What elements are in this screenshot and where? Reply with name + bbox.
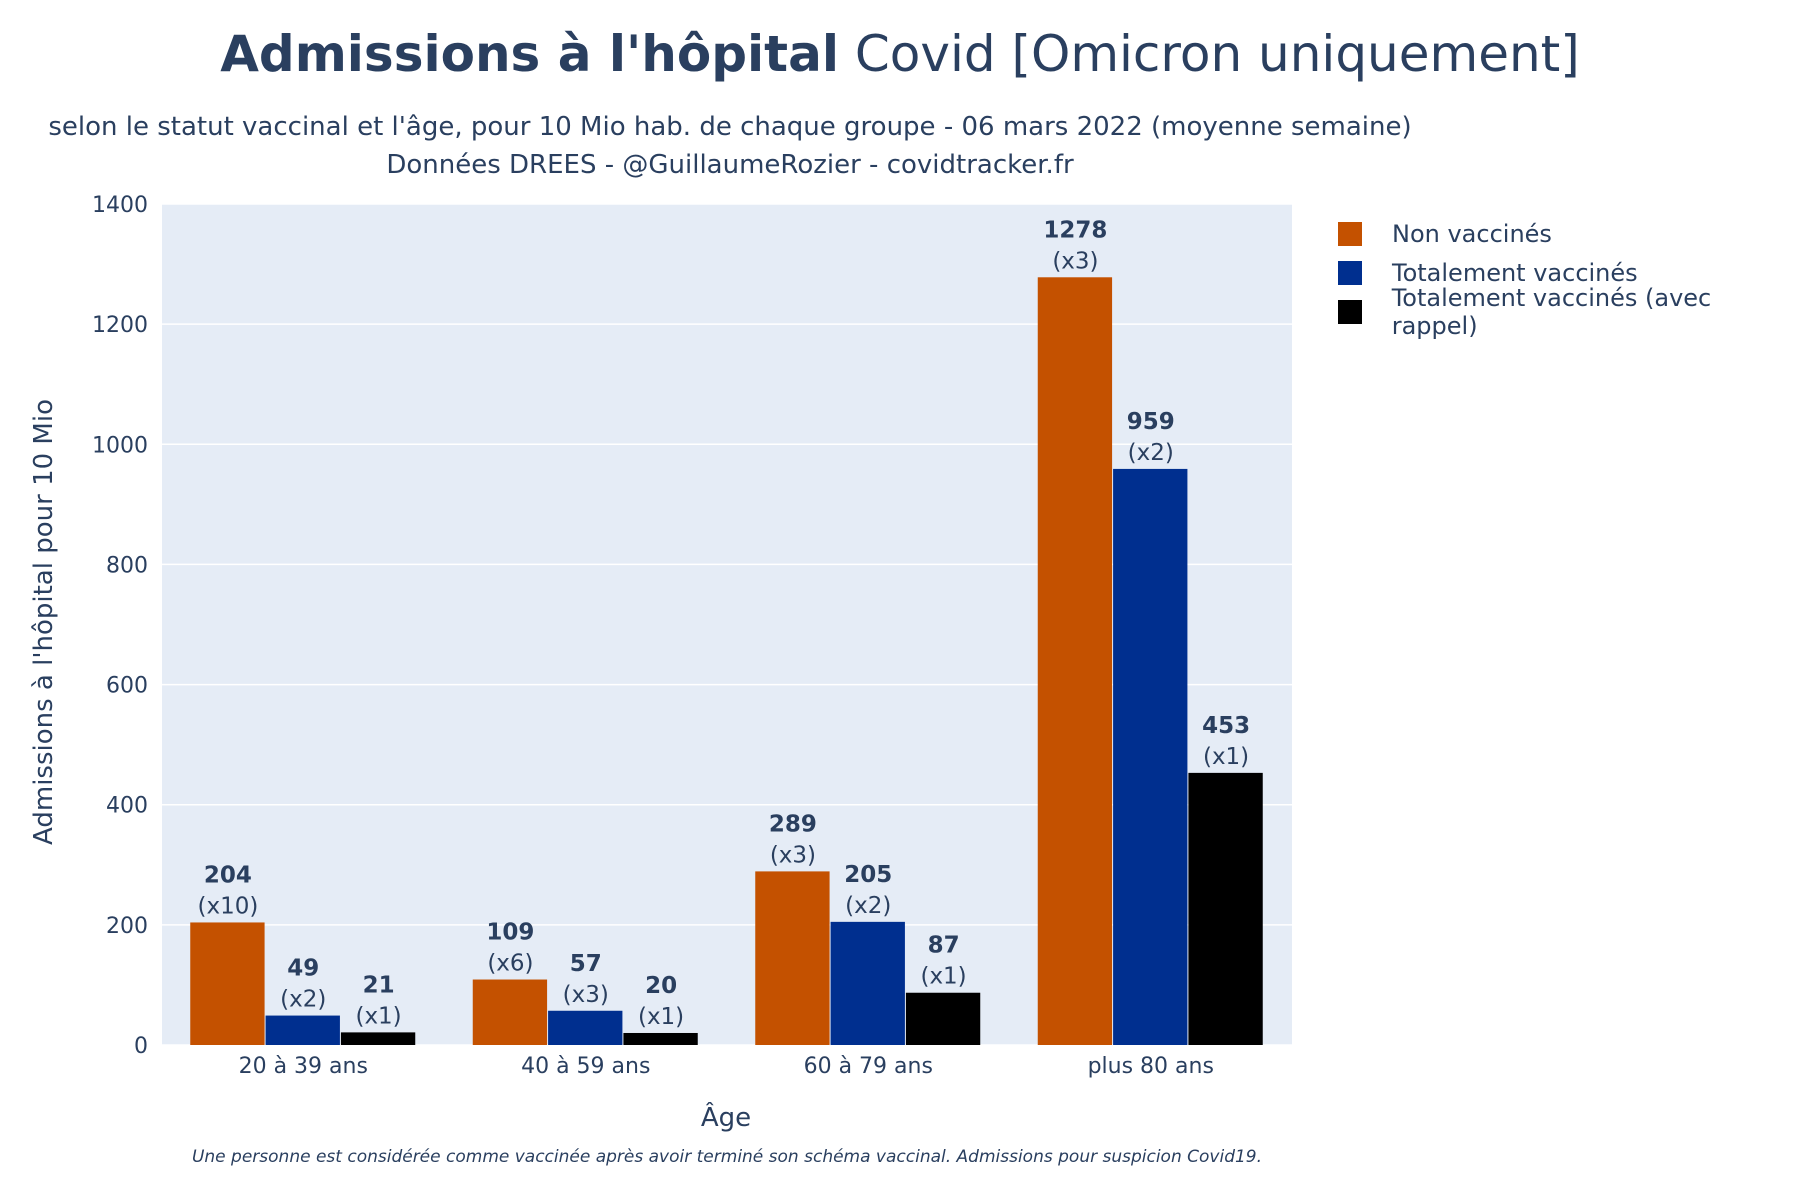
bar-value-label: 49 bbox=[287, 956, 319, 982]
bar-ratio-label: (x10) bbox=[198, 893, 259, 919]
legend-label: Totalement vaccinés bbox=[1392, 258, 1638, 287]
bar bbox=[265, 1015, 340, 1045]
bar bbox=[340, 1032, 416, 1045]
bar-ratio-label: (x1) bbox=[1203, 744, 1249, 770]
bar-value-label: 289 bbox=[769, 811, 817, 837]
y-axis-label: Admissions à l'hôpital pour 10 Mio bbox=[29, 399, 59, 845]
bar-ratio-label: (x6) bbox=[487, 951, 533, 977]
chart-title-bold: Admissions à l'hôpital bbox=[220, 25, 839, 83]
subtitle-line-2: Données DREES - @GuillaumeRozier - covid… bbox=[386, 150, 1074, 180]
x-tick-label: plus 80 ans bbox=[1088, 1054, 1214, 1079]
bar-ratio-label: (x1) bbox=[920, 964, 966, 990]
y-tick-label: 1000 bbox=[92, 433, 148, 458]
chart-subtitle: selon le statut vaccinal et l'âge, pour … bbox=[0, 108, 1460, 184]
bar bbox=[905, 992, 981, 1045]
bar-value-label: 1278 bbox=[1043, 217, 1107, 243]
chart-title-rest: Covid [Omicron uniquement] bbox=[838, 25, 1580, 83]
bar-ratio-label: (x2) bbox=[1128, 440, 1174, 466]
legend-item[interactable]: Totalement vaccinés (avec rappel) bbox=[1338, 284, 1800, 340]
legend-swatch bbox=[1338, 221, 1362, 246]
bar bbox=[1037, 277, 1113, 1046]
bar bbox=[190, 922, 265, 1045]
bar bbox=[472, 979, 548, 1045]
x-tick-label: 20 à 39 ans bbox=[239, 1054, 368, 1079]
y-tick-label: 1400 bbox=[92, 193, 148, 218]
bar-labels: 204 (x10) 49 (x2) 21 (x1) 109 (x6) 57 (x3) 20 (x1) 2… bbox=[198, 217, 1251, 1030]
bar bbox=[755, 871, 830, 1045]
bar-value-label: 87 bbox=[928, 933, 960, 959]
bar bbox=[830, 921, 905, 1045]
bar-ratio-label: (x3) bbox=[563, 982, 609, 1008]
bar-value-label: 109 bbox=[486, 920, 534, 946]
footnote: Une personne est considérée comme vaccin… bbox=[191, 1147, 1263, 1167]
legend-item[interactable]: Totalement vaccinés bbox=[1338, 253, 1800, 292]
bar bbox=[623, 1032, 698, 1045]
chart-title: Admissions à l'hôpital Covid [Omicron un… bbox=[0, 18, 1800, 90]
y-tick-label: 1200 bbox=[92, 313, 148, 338]
bar-value-label: 21 bbox=[363, 972, 395, 998]
bar-ratio-label: (x1) bbox=[355, 1003, 401, 1029]
legend: Non vaccinés Totalement vaccinés Totalemen… bbox=[1338, 214, 1800, 340]
legend-swatch bbox=[1338, 260, 1362, 285]
legend-swatch bbox=[1338, 299, 1362, 324]
bar-ratio-label: (x3) bbox=[770, 842, 816, 868]
bar bbox=[1113, 468, 1188, 1045]
bar-value-label: 959 bbox=[1127, 409, 1175, 435]
bar-value-label: 20 bbox=[645, 973, 677, 999]
bar-value-label: 453 bbox=[1202, 713, 1250, 739]
legend-item[interactable]: Non vaccinés bbox=[1338, 214, 1800, 253]
bar bbox=[1188, 772, 1263, 1045]
bar-value-label: 57 bbox=[570, 951, 602, 977]
y-tick-label: 400 bbox=[106, 794, 148, 819]
y-tick-label: 200 bbox=[106, 914, 148, 939]
bar-value-label: 204 bbox=[204, 862, 252, 888]
y-axis-ticks: 0 200 400 600 800 1000 1200 1400 bbox=[92, 193, 148, 1059]
bar-ratio-label: (x2) bbox=[280, 987, 326, 1013]
y-tick-label: 600 bbox=[106, 674, 148, 699]
bar-ratio-label: (x1) bbox=[638, 1004, 684, 1030]
bar-ratio-label: (x3) bbox=[1052, 248, 1098, 274]
x-axis-ticks: 20 à 39 ans 40 à 59 ans 60 à 79 ans plus 80… bbox=[239, 1054, 1214, 1079]
bar-value-label: 205 bbox=[844, 862, 892, 888]
x-tick-label: 40 à 59 ans bbox=[521, 1054, 650, 1079]
x-tick-label: 60 à 79 ans bbox=[804, 1054, 933, 1079]
subtitle-line-1: selon le statut vaccinal et l'âge, pour … bbox=[48, 112, 1412, 142]
legend-label: Totalement vaccinés (avec rappel) bbox=[1391, 283, 1712, 340]
x-axis-label: Âge bbox=[701, 1101, 751, 1133]
bar bbox=[548, 1010, 623, 1045]
y-tick-label: 0 bbox=[134, 1034, 148, 1059]
bars bbox=[190, 277, 1263, 1046]
legend-label: Non vaccinés bbox=[1392, 219, 1552, 248]
bar-ratio-label: (x2) bbox=[845, 893, 891, 919]
y-tick-label: 800 bbox=[106, 553, 148, 578]
